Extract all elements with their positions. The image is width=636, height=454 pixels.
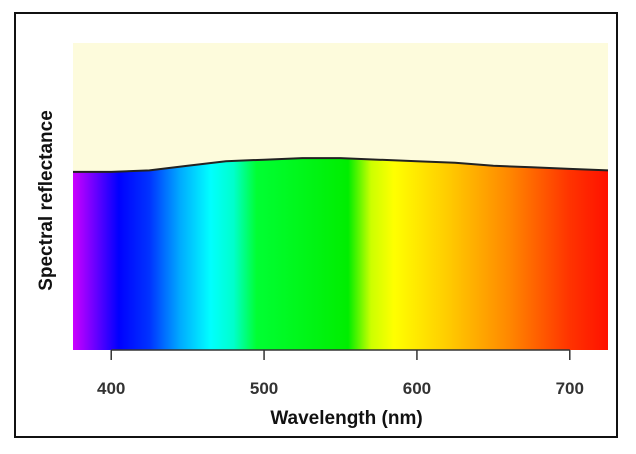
x-tick-label: 500	[250, 379, 278, 398]
reflectance-curve	[73, 157, 609, 173]
x-axis-ticks: 400 500 600 700	[97, 350, 584, 398]
x-tick-label: 600	[403, 379, 431, 398]
spectrum-fill	[73, 158, 608, 350]
y-axis-title: Spectral reflectance	[36, 110, 57, 291]
x-axis-title: Wavelength (nm)	[270, 408, 422, 429]
x-tick-label: 700	[556, 379, 584, 398]
x-tick-label: 400	[97, 379, 125, 398]
